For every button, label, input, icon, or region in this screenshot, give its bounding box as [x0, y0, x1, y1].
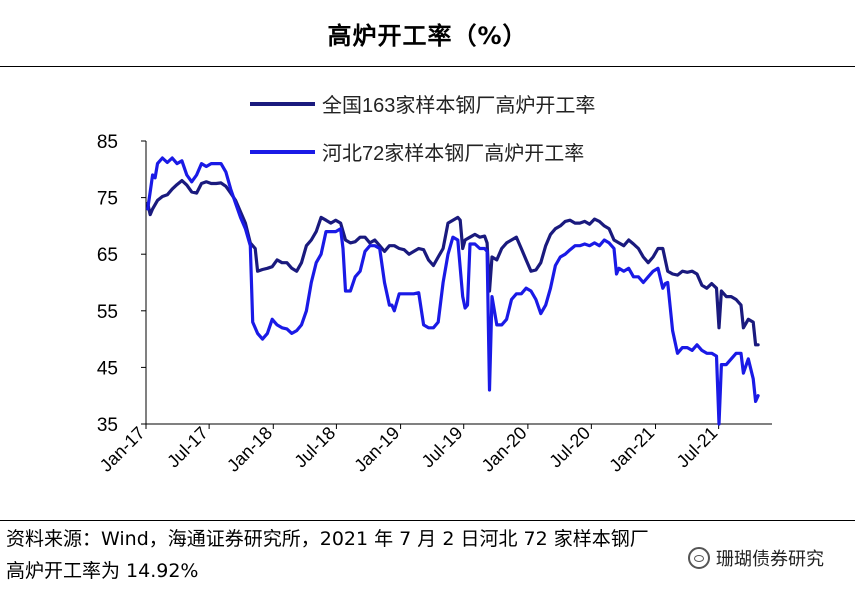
source-note: 资料来源：Wind，海通证券研究所，2021 年 7 月 2 日河北 72 家样… [6, 523, 836, 587]
watermark: 珊瑚债券研究 [688, 545, 824, 571]
chart-title: 高炉开工率（%） [327, 21, 528, 50]
x-tick-label: Jul-20 [545, 423, 594, 472]
source-line-2: 高炉开工率为 14.92% [6, 560, 199, 582]
watermark-text: 珊瑚债券研究 [716, 549, 824, 570]
x-tick-label: Jan-21 [605, 423, 658, 476]
y-tick-label: 45 [97, 358, 118, 379]
x-tick-label: Jul-21 [673, 423, 722, 472]
footer-divider [0, 520, 855, 521]
x-tick-label: Jul-17 [163, 423, 212, 472]
legend-label-2: 河北72家样本钢厂高炉开工率 [322, 142, 584, 165]
x-tick-label: Jul-18 [290, 423, 339, 472]
y-tick-label: 35 [97, 415, 118, 436]
y-tick-label: 75 [97, 189, 118, 210]
x-tick-label: Jan-19 [350, 423, 403, 476]
wechat-icon [688, 547, 710, 569]
y-tick-label: 85 [97, 132, 118, 153]
y-tick-label: 55 [97, 302, 118, 323]
x-tick-label: Jul-19 [418, 423, 467, 472]
x-tick-label: Jan-18 [223, 423, 276, 476]
series-line-1 [146, 179, 760, 347]
source-line-1: 资料来源：Wind，海通证券研究所，2021 年 7 月 2 日河北 72 家样… [6, 528, 649, 550]
series-line-2 [146, 156, 760, 426]
title-divider [0, 66, 855, 67]
x-tick-label: Jan-20 [478, 423, 531, 476]
y-tick-label: 65 [97, 245, 118, 266]
legend-label-1: 全国163家样本钢厂高炉开工率 [322, 94, 595, 117]
